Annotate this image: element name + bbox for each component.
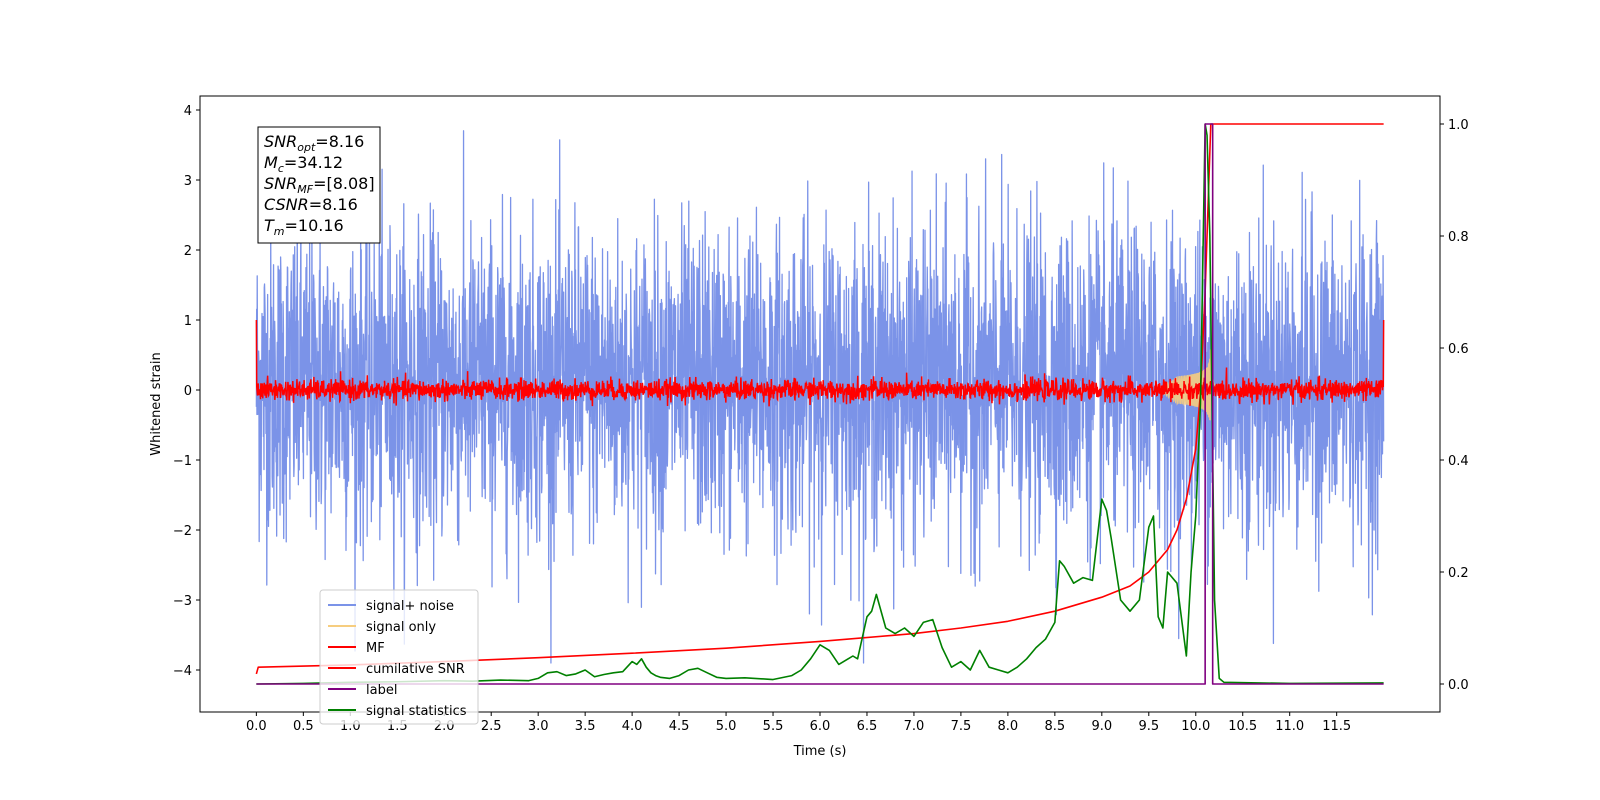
annotation-subscript: c	[278, 162, 284, 175]
annotation-frame	[257, 126, 381, 244]
x-tick-label: 8.0	[998, 719, 1019, 734]
series-layer	[255, 123, 1385, 685]
x-tick-label: 10.0	[1181, 719, 1210, 734]
series-signal-statistics	[256, 123, 1384, 685]
series-signal-noise	[255, 130, 1385, 664]
y-tick-label: 3	[184, 174, 192, 189]
x-tick-label: 6.0	[810, 719, 831, 734]
y-tick-label: −2	[173, 524, 192, 539]
annotation-line: SNRopt=8.16	[264, 132, 364, 154]
annotation-line: CSNR=8.16	[264, 195, 358, 214]
y2-tick-label: 0.0	[1448, 678, 1469, 693]
y2-tick-label: 0.2	[1448, 566, 1469, 581]
y-tick-label: 2	[184, 244, 192, 259]
y-axis: 4 3 2 1 0 −1 −2 −3 −4	[173, 104, 200, 679]
annotation-line: Mc=34.12	[264, 153, 343, 175]
annotation-symbol: CSNR	[264, 195, 309, 214]
annotation-value: =8.16	[309, 195, 358, 214]
y2-axis: 1.0 0.8 0.6 0.4 0.2 0.0	[1440, 118, 1469, 693]
annotation-value: =8.16	[315, 132, 364, 151]
x-tick-label: 0.0	[246, 719, 267, 734]
legend-frame	[319, 589, 479, 725]
y-tick-label: 4	[184, 104, 192, 119]
annotation-value: =10.16	[285, 216, 344, 235]
annotation-subscript: opt	[297, 141, 316, 154]
y2-tick-label: 0.4	[1448, 454, 1469, 469]
y-tick-label: −1	[173, 454, 192, 469]
legend-label: cumilative SNR	[366, 662, 465, 677]
y2-tick-label: 0.8	[1448, 230, 1469, 245]
x-tick-label: 5.5	[763, 719, 784, 734]
x-tick-label: 3.0	[528, 719, 549, 734]
x-tick-label: 7.5	[951, 719, 972, 734]
x-tick-label: 3.5	[575, 719, 596, 734]
annotation-subscript: m	[274, 225, 285, 238]
x-tick-label: 4.5	[669, 719, 690, 734]
annotation-value: =34.12	[284, 153, 343, 172]
x-tick-label: 0.5	[293, 719, 314, 734]
x-tick-label: 5.0	[716, 719, 737, 734]
x-axis-title: Time (s)	[793, 744, 847, 759]
annotation-line: Tm=10.16	[264, 216, 344, 238]
annotation-symbol: M	[264, 153, 278, 172]
x-tick-label: 9.0	[1091, 719, 1112, 734]
x-tick-label: 2.5	[481, 719, 502, 734]
x-tick-label: 4.0	[622, 719, 643, 734]
x-tick-label: 9.5	[1138, 719, 1159, 734]
annotation-value: =[8.08]	[313, 174, 375, 193]
annotation-box: SNRopt=8.16Mc=34.12SNRMF=[8.08]CSNR=8.16…	[257, 126, 381, 244]
legend-label: MF	[366, 641, 385, 656]
series-mf	[255, 319, 1385, 407]
series-label	[256, 123, 1384, 685]
y2-tick-label: 0.6	[1448, 342, 1469, 357]
annotation-subscript: MF	[297, 183, 313, 196]
legend: signal+ noise signal only MF cumilative SNR…	[319, 589, 479, 725]
y-tick-label: −4	[173, 664, 192, 679]
legend-label: signal+ noise	[366, 599, 454, 614]
legend-label: label	[366, 683, 397, 698]
legend-label: signal only	[366, 620, 436, 635]
y2-tick-label: 1.0	[1448, 118, 1469, 133]
y-axis-title: Whitened strain	[149, 352, 164, 455]
x-tick-label: 10.5	[1228, 719, 1257, 734]
x-tick-label: 6.5	[857, 719, 878, 734]
annotation-symbol: SNR	[264, 132, 297, 151]
annotation-line: SNRMF=[8.08]	[264, 174, 375, 196]
annotation-symbol: SNR	[264, 174, 297, 193]
y-tick-label: 0	[184, 384, 192, 399]
legend-label: signal statistics	[366, 704, 467, 719]
x-tick-label: 11.0	[1275, 719, 1304, 734]
annotation-symbol: T	[264, 216, 275, 235]
x-tick-label: 8.5	[1045, 719, 1066, 734]
x-tick-label: 11.5	[1322, 719, 1351, 734]
y-tick-label: −3	[173, 594, 192, 609]
x-tick-label: 7.0	[904, 719, 925, 734]
y-tick-label: 1	[184, 314, 192, 329]
